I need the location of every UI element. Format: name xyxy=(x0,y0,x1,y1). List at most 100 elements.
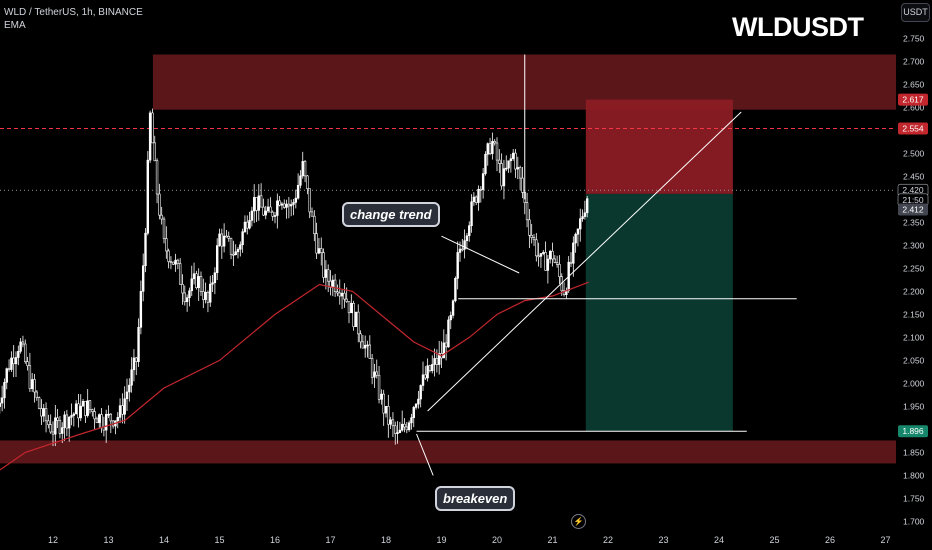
candle-body-3 xyxy=(3,382,6,399)
candle-body-22 xyxy=(47,420,50,425)
candle-body-239 xyxy=(548,250,552,260)
candle-body-105 xyxy=(239,244,242,250)
candle-body-61 xyxy=(137,327,140,362)
candle-body-37 xyxy=(81,401,85,407)
candle-body-48 xyxy=(107,413,110,416)
candle-body-133 xyxy=(303,161,307,177)
candle-body-213 xyxy=(488,143,492,155)
candle-body-16 xyxy=(33,379,36,393)
candle-body-49 xyxy=(109,413,113,422)
candle-body-6 xyxy=(10,357,13,370)
candle-body-159 xyxy=(363,344,367,349)
candle-body-225 xyxy=(516,167,520,170)
candle-body-194 xyxy=(444,342,448,348)
entry-tag-bg xyxy=(898,203,928,216)
y-tick-label: 2.100 xyxy=(903,332,925,342)
candle-body-163 xyxy=(373,371,376,378)
candle-body-221 xyxy=(507,160,510,169)
breakeven-label[interactable]: breakeven xyxy=(435,486,516,511)
candle-body-80 xyxy=(181,283,184,294)
resistance_top-tag: 2.617 xyxy=(902,95,924,105)
candle-body-95 xyxy=(215,245,219,274)
candle-body-13 xyxy=(26,361,29,366)
candle-body-116 xyxy=(264,210,267,216)
candle-body-202 xyxy=(463,240,466,250)
candle-body-174 xyxy=(398,429,402,433)
candle-body-204 xyxy=(468,225,471,237)
candle-body-224 xyxy=(514,152,517,170)
candle-body-147 xyxy=(336,291,339,294)
dashed_line-tag-bg xyxy=(898,122,928,135)
y-tick-label: 2.000 xyxy=(903,378,925,388)
candle-body-218 xyxy=(500,163,503,187)
support-zone xyxy=(0,440,897,464)
arrow_breakeven-line xyxy=(416,433,434,476)
candle-body-45 xyxy=(100,414,103,428)
candle-body-142 xyxy=(324,269,328,278)
candle-body-66 xyxy=(148,112,152,161)
candle-body-222 xyxy=(509,158,513,162)
currency-button[interactable]: USDT xyxy=(901,3,930,22)
y-tick-label: 1.700 xyxy=(903,516,925,526)
candle-body-220 xyxy=(505,167,508,170)
candle-body-211 xyxy=(484,153,487,174)
candle-body-113 xyxy=(257,195,261,211)
candle-body-41 xyxy=(91,409,94,412)
candle-body-212 xyxy=(486,143,489,155)
candle-body-230 xyxy=(528,219,531,236)
candle-body-182 xyxy=(417,398,420,405)
candle-body-177 xyxy=(405,426,409,431)
candle-body-176 xyxy=(403,423,406,428)
candle-body-87 xyxy=(197,276,200,289)
candle-body-130 xyxy=(296,184,300,199)
change-trend-label[interactable]: change trend xyxy=(342,202,440,227)
candle-body-8 xyxy=(14,357,18,365)
candle-body-25 xyxy=(54,417,57,435)
candle-body-226 xyxy=(518,167,522,179)
candle-body-68 xyxy=(153,142,156,162)
countdown-tag: 21:50 xyxy=(902,195,924,205)
candle-body-57 xyxy=(128,384,131,393)
candle-body-120 xyxy=(273,215,277,217)
candle-body-20 xyxy=(42,408,45,417)
y-tick-label: 2.650 xyxy=(903,79,925,89)
candle-body-44 xyxy=(98,414,101,424)
candle-body-188 xyxy=(431,364,434,372)
candle-body-2 xyxy=(0,397,4,404)
candle-body-126 xyxy=(287,203,291,207)
candle-body-206 xyxy=(472,196,476,203)
candle-body-43 xyxy=(95,418,99,424)
candle-body-158 xyxy=(361,341,365,349)
symbol-line[interactable]: WLD / TetherUS, 1h, BINANCE xyxy=(4,7,143,18)
indicator-label[interactable]: EMA xyxy=(4,20,26,31)
candle-body-100 xyxy=(227,236,230,239)
candle-body-112 xyxy=(255,197,258,211)
x-tick-label: 16 xyxy=(270,535,280,545)
candle-body-135 xyxy=(308,188,311,213)
candle-body-63 xyxy=(141,265,145,292)
candle-body-119 xyxy=(271,211,274,217)
candle-body-71 xyxy=(160,214,163,220)
candle-body-181 xyxy=(414,403,418,408)
lightning-icon[interactable]: ⚡ xyxy=(571,514,586,529)
candle-body-166 xyxy=(380,393,383,400)
candle-body-67 xyxy=(151,112,154,144)
resistance_top-tag-bg xyxy=(898,93,928,106)
candle-body-1 xyxy=(0,402,2,407)
candle-body-38 xyxy=(84,401,87,416)
candle-body-99 xyxy=(225,235,228,238)
x-tick-label: 18 xyxy=(381,535,391,545)
x-tick-label: 25 xyxy=(769,535,779,545)
candle-body-216 xyxy=(495,142,499,161)
candle-body-195 xyxy=(447,319,450,348)
candle-body-153 xyxy=(350,303,353,314)
candle-body-217 xyxy=(498,159,501,164)
y-tick-label: 2.350 xyxy=(903,217,925,227)
candle-body-131 xyxy=(299,175,302,186)
candle-body-151 xyxy=(345,298,348,302)
candle-body-251 xyxy=(576,228,580,235)
candle-body-184 xyxy=(421,374,425,386)
candle-body-137 xyxy=(313,215,316,234)
candle-body-208 xyxy=(477,188,480,203)
